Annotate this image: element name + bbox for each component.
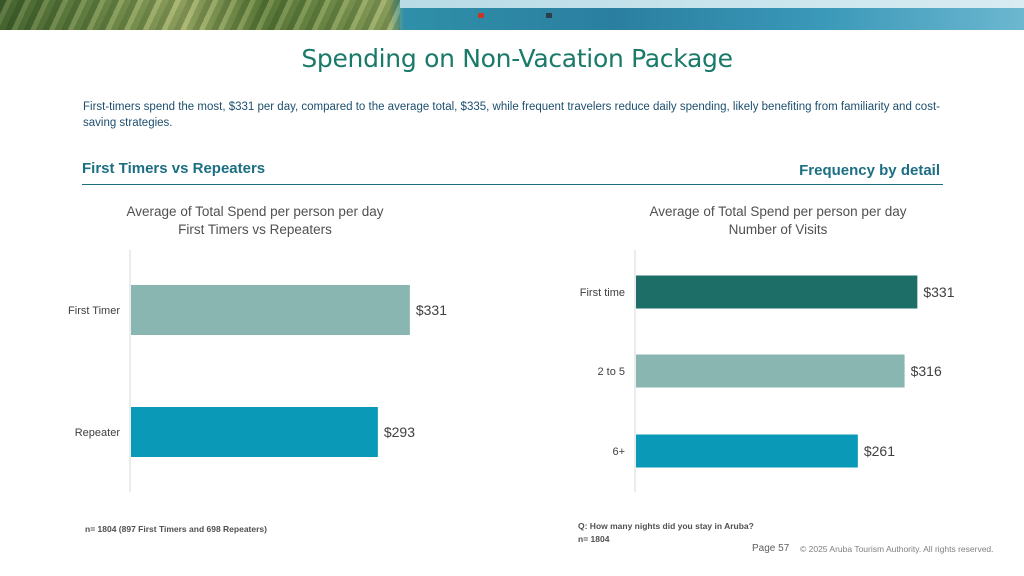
page-title: Spending on Non-Vacation Package	[301, 44, 733, 73]
bar-6-	[636, 434, 858, 468]
banner-sky	[400, 0, 1024, 8]
banner-boat-red	[478, 13, 484, 18]
chart-title-right-sub: Number of Visits	[728, 222, 828, 237]
chart-title-left-main: Average of Total Spend per person per da…	[126, 204, 384, 219]
chart-title-right-main: Average of Total Spend per person per da…	[649, 204, 907, 219]
data-label: $316	[911, 363, 942, 379]
sample-note-right: n= 1804	[578, 534, 610, 544]
question-note-right: Q: How many nights did you stay in Aruba…	[578, 521, 754, 531]
bar-first-time	[636, 275, 918, 309]
bar-first-timer	[131, 285, 410, 335]
banner-foliage	[0, 0, 400, 30]
category-label: 6+	[612, 446, 625, 458]
data-label: $293	[384, 424, 415, 440]
data-label: $261	[864, 443, 895, 459]
category-label: First time	[580, 287, 625, 299]
section-divider	[82, 184, 943, 185]
section-heading-first-timers-vs-repeaters: First Timers vs Repeaters	[82, 160, 266, 177]
category-label: Repeater	[75, 427, 121, 439]
header-photo-banner	[0, 0, 1024, 30]
chart-title-left-sub: First Timers vs Repeaters	[178, 222, 332, 237]
page-number: Page 57	[752, 543, 790, 554]
section-heading-frequency-by-detail: Frequency by detail	[799, 162, 940, 179]
summary-text: First-timers spend the most, $331 per da…	[83, 101, 940, 129]
bar-2-to-5	[636, 354, 905, 388]
data-label: $331	[416, 302, 447, 318]
bar-repeater	[131, 407, 378, 457]
chart-title-right: Average of Total Spend per person per da…	[628, 203, 928, 239]
banner-boat-dark	[546, 13, 552, 18]
sample-note-left: n= 1804 (897 First Timers and 698 Repeat…	[85, 524, 267, 534]
data-label: $331	[923, 284, 954, 300]
category-label: 2 to 5	[597, 366, 625, 378]
copyright-text: © 2025 Aruba Tourism Authority. All righ…	[800, 544, 994, 554]
category-label: First Timer	[68, 305, 120, 317]
chart-title-left: Average of Total Spend per person per da…	[105, 203, 405, 239]
